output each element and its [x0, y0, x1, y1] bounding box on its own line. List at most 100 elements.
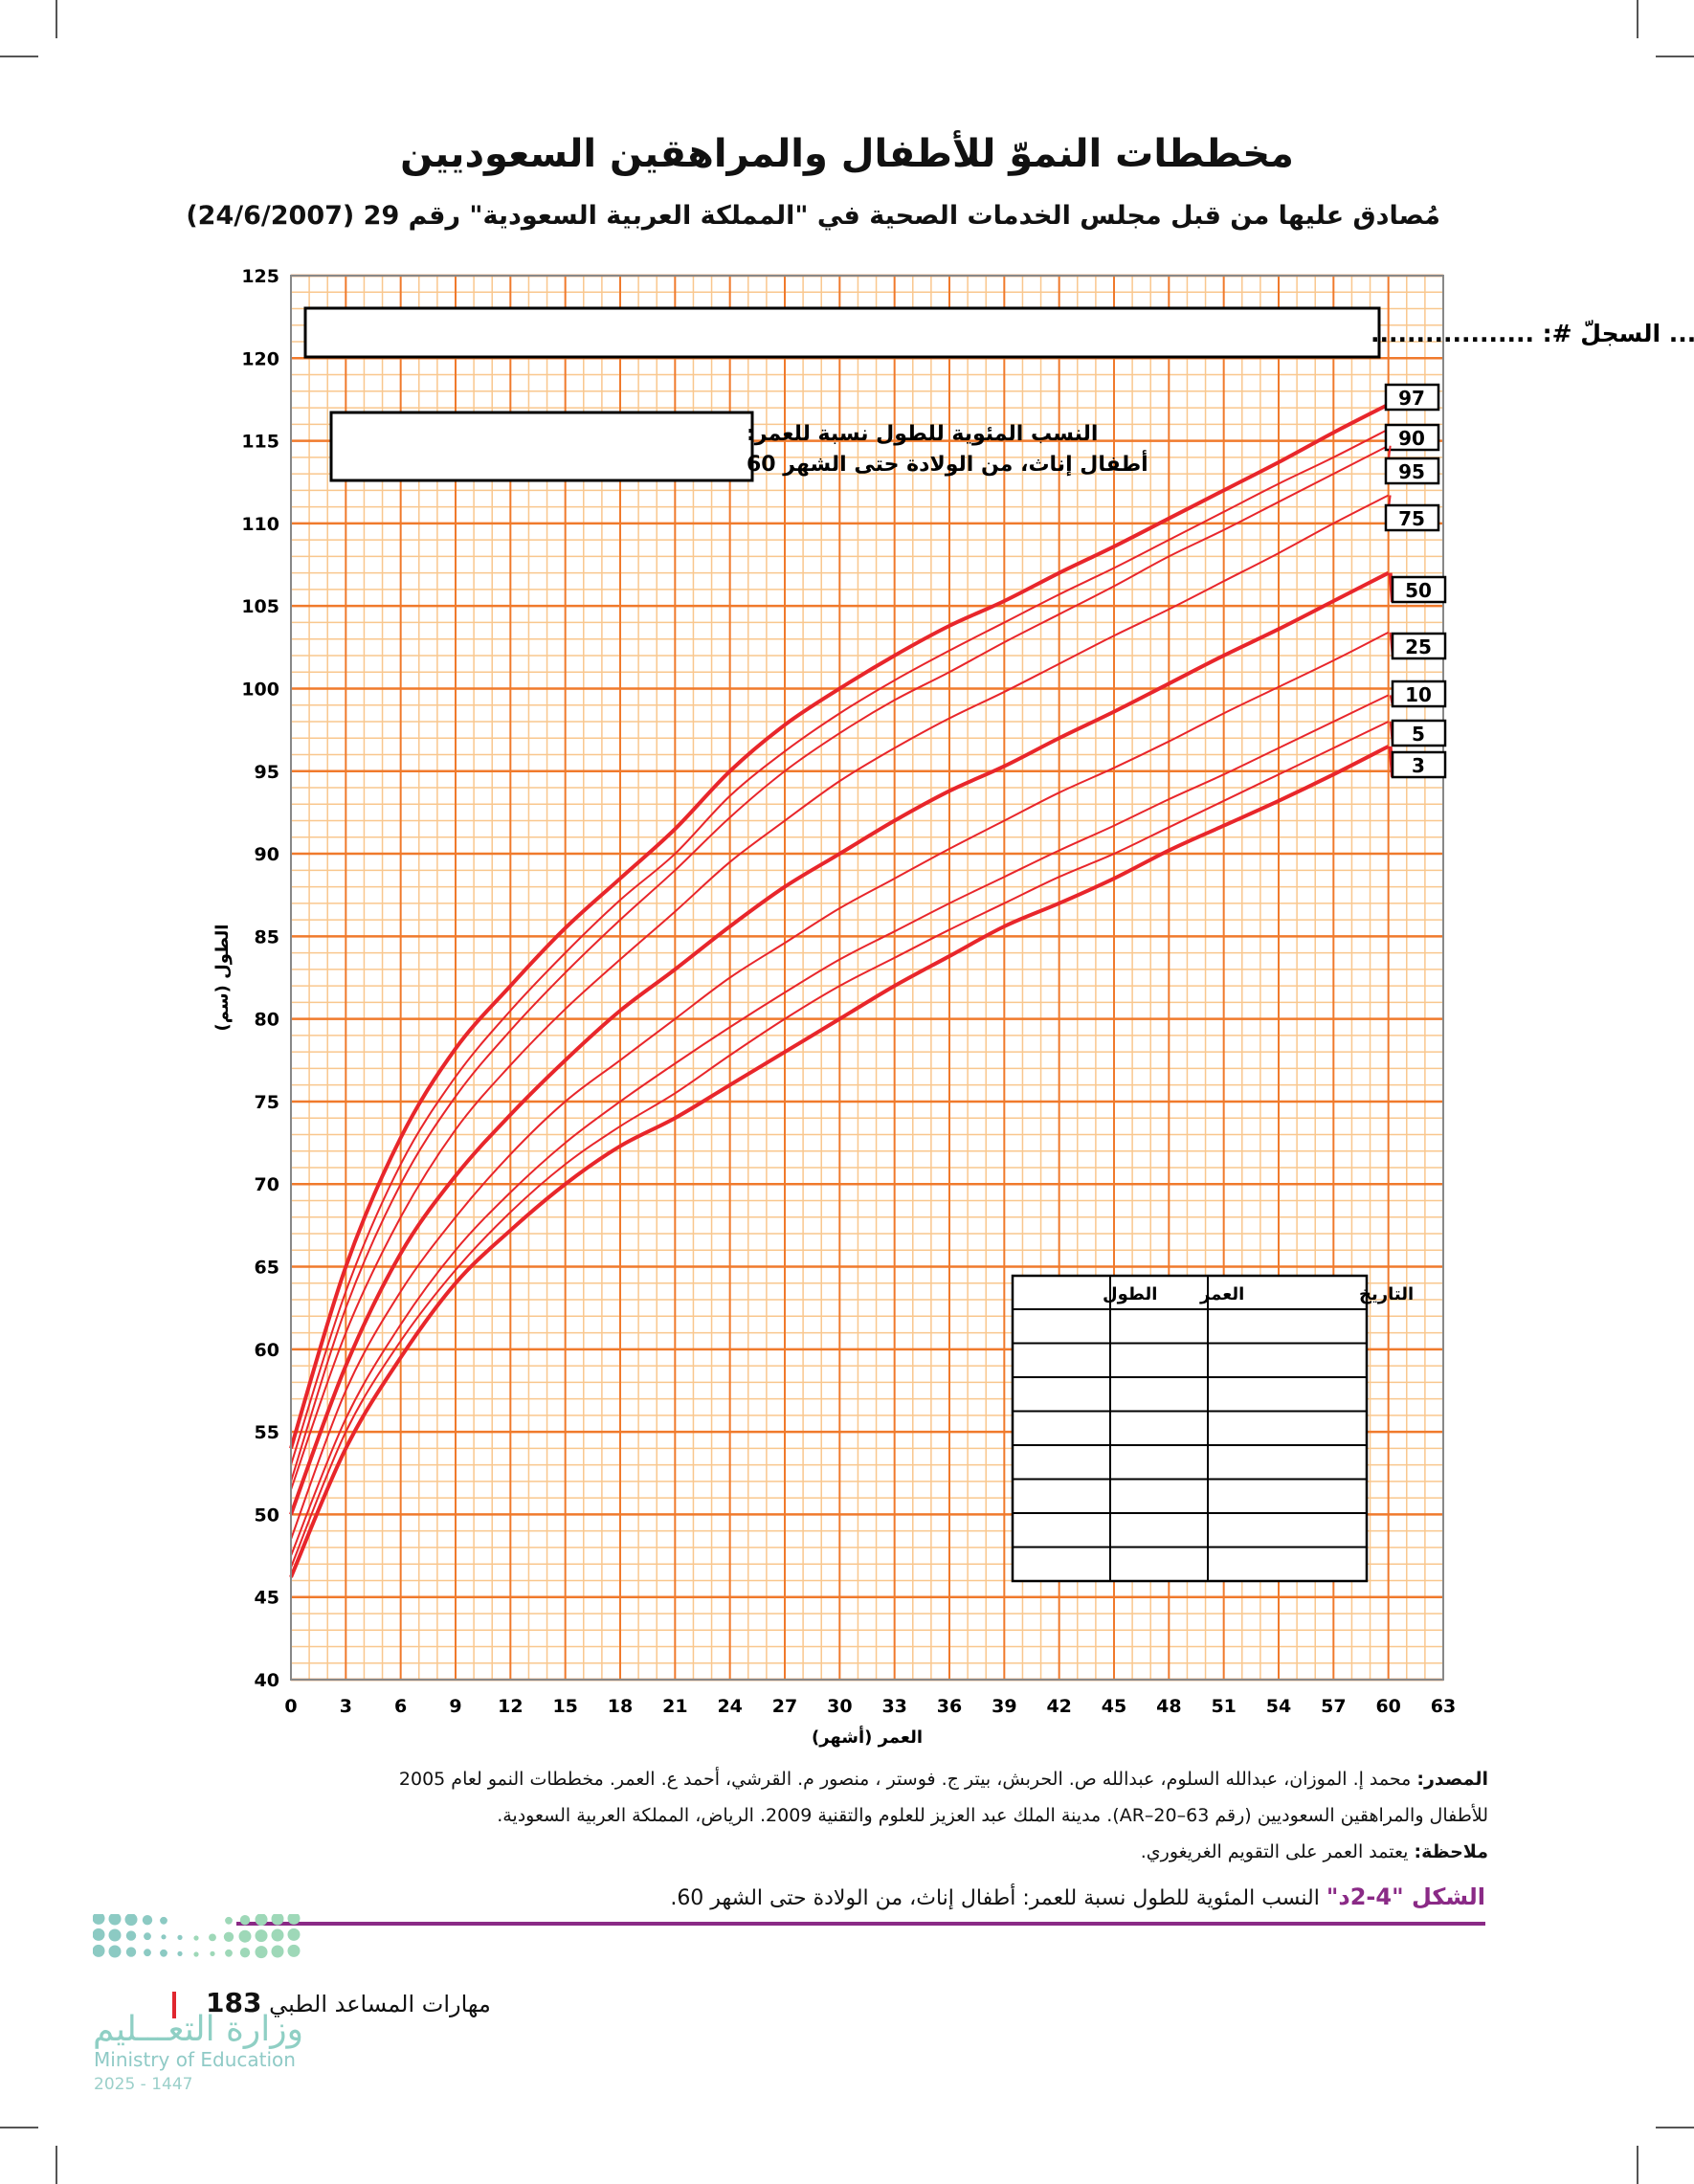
percentile-curve-p5	[290, 721, 1390, 1569]
percentile-label-box	[1384, 383, 1440, 412]
logo-dot	[239, 1915, 251, 1926]
table-cell	[1014, 1515, 1108, 1546]
logo-dot	[209, 1933, 216, 1942]
logo-dot	[193, 1951, 199, 1957]
logo-dot	[223, 1931, 234, 1942]
crop-mark	[0, 2127, 38, 2128]
ministry-logo-dots	[93, 1914, 301, 1959]
percentile-label-p3: 3	[1412, 754, 1425, 777]
y-tick-label: 45	[255, 1588, 279, 1609]
percentile-curve-p95	[290, 444, 1390, 1482]
logo-dot	[144, 1949, 151, 1957]
x-tick-label: 39	[992, 1696, 1016, 1717]
percentile-label-box	[1391, 750, 1447, 779]
table-cell	[1210, 1549, 1365, 1580]
logo-dot	[125, 1947, 137, 1957]
crop-mark	[0, 56, 38, 57]
y-tick-label: 80	[255, 1010, 279, 1031]
source-line-2: للأطفال والمراهقين السعوديين (رقم AR–20–…	[497, 1805, 1488, 1826]
note-text: يعتمد العمر على التقويم الغريغوري.	[1140, 1841, 1409, 1862]
y-tick-label: 75	[255, 1092, 279, 1113]
percentile-curve-p97	[289, 402, 1390, 1449]
table-cell	[1112, 1447, 1206, 1478]
logo-dot	[108, 1945, 122, 1958]
y-tick-label: 60	[255, 1340, 279, 1361]
logo-dot	[271, 1914, 284, 1926]
logo-dot	[271, 1928, 284, 1942]
logo-dot	[93, 1914, 105, 1925]
logo-dot	[142, 1915, 153, 1926]
page-footer: مهارات المساعد الطبي 183	[206, 1987, 491, 2018]
y-tick-label: 70	[255, 1174, 279, 1195]
table-cell	[1112, 1311, 1206, 1342]
percentile-curve-p25	[290, 631, 1390, 1540]
y-tick-label: 55	[255, 1422, 279, 1443]
percentile-curve-p75	[290, 494, 1390, 1490]
table-cell	[1014, 1346, 1108, 1376]
y-tick-label: 90	[255, 844, 279, 865]
logo-dot	[271, 1945, 284, 1958]
logo-dot	[255, 1929, 268, 1943]
table-cell	[1112, 1346, 1206, 1376]
logo-dot	[225, 1916, 233, 1925]
x-tick-label: 18	[608, 1696, 633, 1717]
y-tick-label: 95	[255, 762, 279, 783]
ministry-logo-arabic: وزارة التعـــليم	[93, 2010, 304, 2049]
percentile-label-box	[1384, 423, 1440, 452]
logo-dot	[177, 1934, 183, 1940]
logo-dot	[108, 1914, 122, 1926]
x-tick-label: 12	[498, 1696, 523, 1717]
logo-dot	[124, 1914, 138, 1927]
table-cell	[1014, 1447, 1108, 1478]
logo-dot	[255, 1946, 268, 1959]
y-axis-label: الطول (سم)	[212, 925, 233, 1032]
y-tick-label: 110	[241, 514, 279, 535]
x-tick-label: 48	[1156, 1696, 1181, 1717]
table-header: التاريخ	[1359, 1284, 1414, 1304]
page-number: 183	[206, 1987, 262, 2018]
x-tick-label: 9	[449, 1696, 461, 1717]
table-cell	[1210, 1414, 1365, 1444]
x-tick-label: 63	[1431, 1696, 1456, 1717]
legend-box: النسب المئوية للطول نسبة للعمر: أطفال إن…	[329, 411, 1148, 482]
table-cell	[1014, 1379, 1108, 1410]
logo-dot	[93, 1928, 105, 1941]
book-title: مهارات المساعد الطبي	[269, 1991, 491, 2017]
table-cell	[1014, 1414, 1108, 1444]
y-tick-label: 125	[241, 266, 279, 287]
x-tick-label: 54	[1266, 1696, 1291, 1717]
table-header: الطول	[1103, 1284, 1157, 1304]
figure-caption-text: النسب المئوية للطول نسبة للعمر: أطفال إن…	[670, 1886, 1320, 1910]
note-line: ملاحظة: يعتمد العمر على التقويم الغريغور…	[239, 1841, 1488, 1862]
logo-dot	[287, 1914, 301, 1925]
x-tick-label: 6	[394, 1696, 407, 1717]
table-cell	[1014, 1549, 1108, 1580]
x-tick-label: 27	[772, 1696, 797, 1717]
x-tick-label: 33	[881, 1696, 906, 1717]
x-tick-label: 42	[1046, 1696, 1071, 1717]
percentile-curves	[289, 402, 1390, 1578]
x-tick-label: 15	[552, 1696, 577, 1717]
percentile-label-p25: 25	[1405, 635, 1432, 658]
page-title: مخططات النموّ للأطفال والمراهقين السعودي…	[400, 132, 1294, 176]
percentile-label-p97: 97	[1398, 387, 1425, 410]
crop-mark	[56, 0, 57, 38]
x-tick-label: 3	[340, 1696, 352, 1717]
y-tick-label: 40	[255, 1670, 279, 1691]
growth-chart: 0 3 6 9 12 15 18 21 24 27 30 33 36 39 42 45 48 51 54 57 60 63…	[212, 266, 1694, 1748]
table-cell	[1210, 1482, 1365, 1512]
y-tick-label: 85	[255, 926, 279, 947]
table-cell	[1210, 1346, 1365, 1376]
crop-mark	[1637, 2146, 1638, 2184]
logo-dot	[255, 1914, 268, 1927]
table-cell	[1210, 1311, 1365, 1342]
y-tick-label: 100	[241, 679, 279, 700]
logo-dot	[210, 1950, 215, 1956]
percentile-label-p5: 5	[1412, 723, 1425, 746]
figure-number: الشكل "4-2د"	[1326, 1883, 1485, 1910]
logo-dot	[160, 1916, 167, 1925]
caption-divider	[236, 1922, 1485, 1926]
y-tick-label: 50	[255, 1504, 279, 1526]
logo-dot	[239, 1948, 251, 1958]
y-tick-label: 120	[241, 348, 279, 369]
